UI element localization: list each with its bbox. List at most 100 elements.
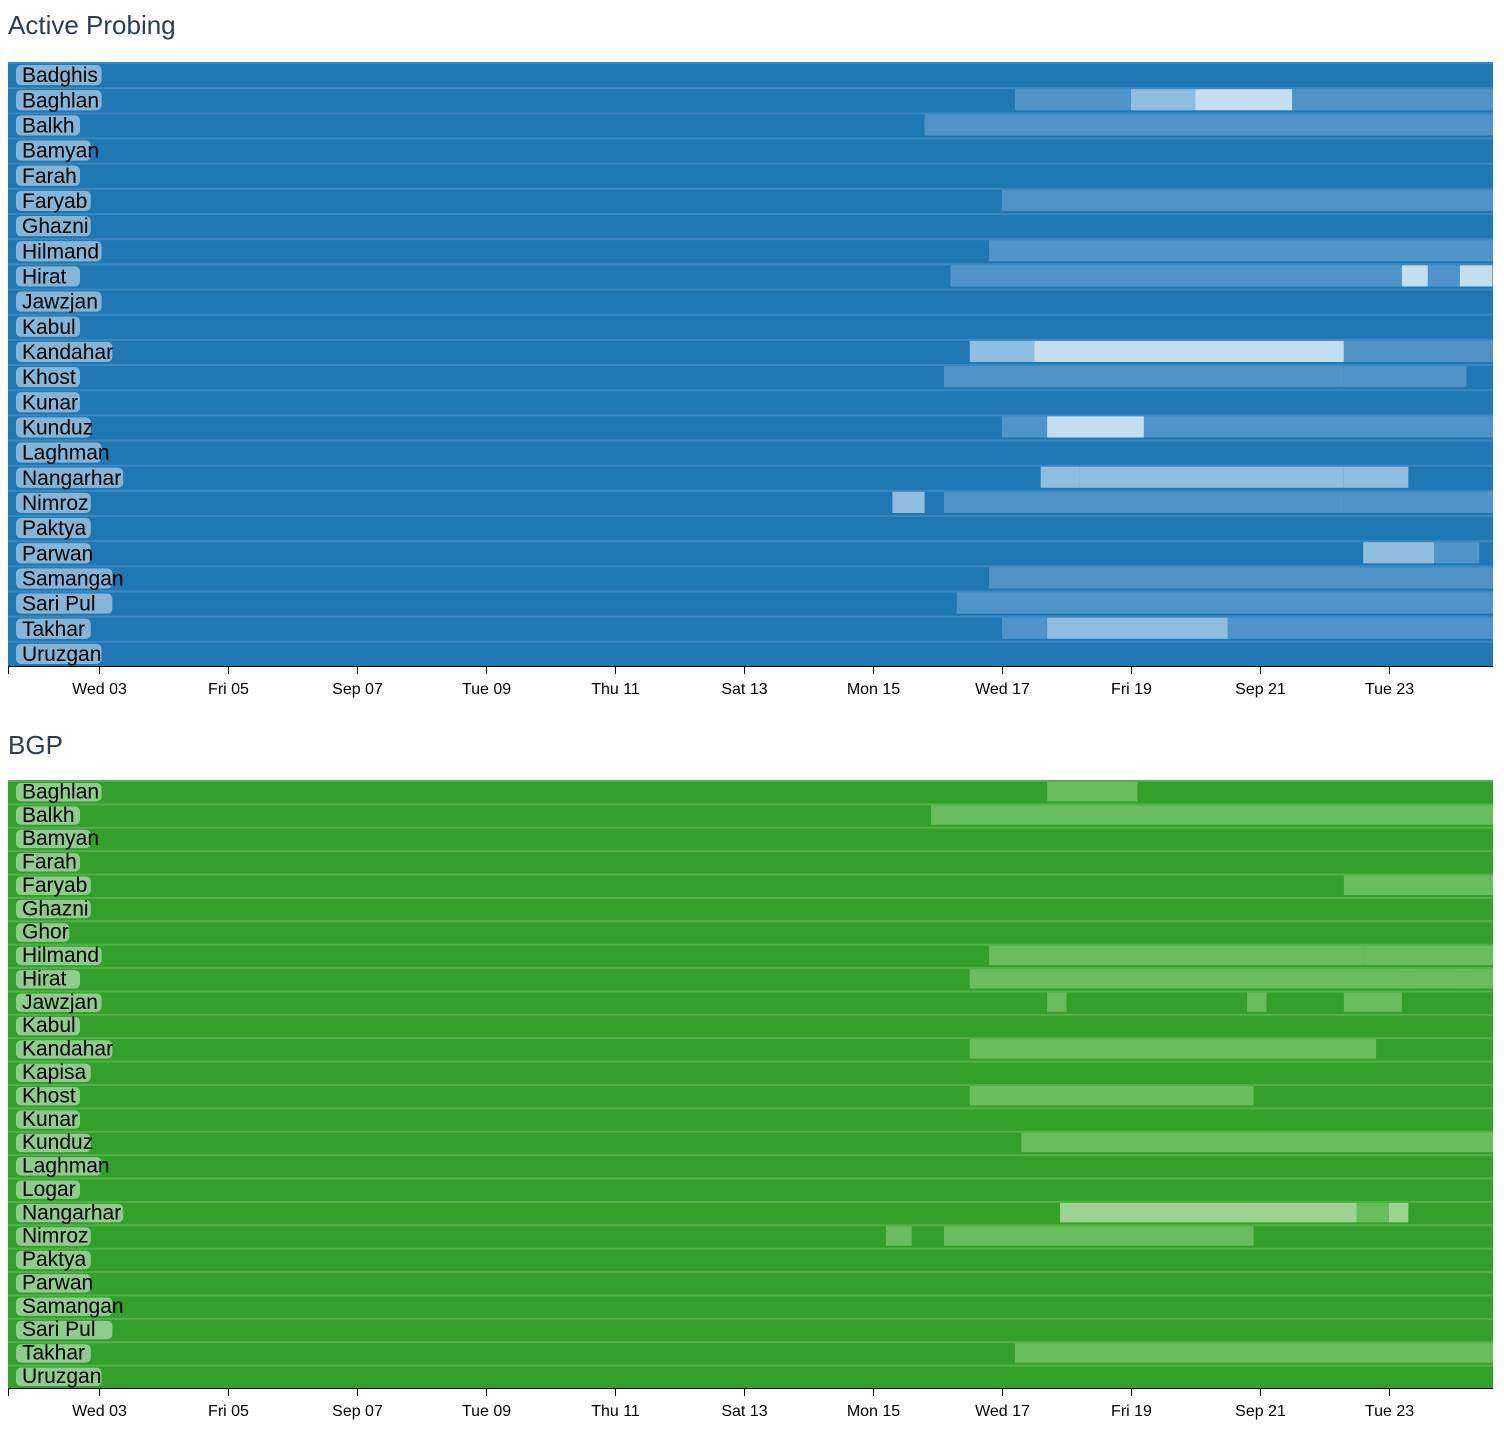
row-label: Baghlan [22, 780, 99, 803]
row-label: Baghlan [22, 89, 99, 112]
heatmap-row: Ghazni [8, 213, 1493, 238]
row-separator [8, 1317, 1493, 1320]
row-separator [8, 1177, 1493, 1180]
row-label-badge [16, 241, 102, 262]
row-separator [8, 489, 1493, 492]
row-label-badge [16, 543, 91, 564]
heatmap-row: Khost [8, 1084, 1493, 1107]
heatmap-cell [1060, 114, 1493, 136]
row-label: Kapisa [22, 1061, 87, 1084]
row-label: Kunduz [22, 417, 93, 440]
row-separator [8, 615, 1493, 618]
heatmap-row: Parwan [8, 540, 1493, 565]
row-label: Bamyan [22, 827, 99, 850]
heatmap-row: Hilmand [8, 238, 1493, 263]
heatmap-row: Kunar [8, 1107, 1493, 1131]
heatmap-row: Logar [8, 1177, 1493, 1201]
x-tick-label: Tue 09 [462, 681, 511, 698]
row-label-badge [16, 115, 80, 136]
row-label: Badghis [22, 64, 98, 87]
row-label: Sari Pul [22, 593, 96, 616]
row-label-badge [16, 518, 91, 539]
row-separator [8, 288, 1493, 291]
heatmap-row: Sari Pul [8, 590, 1493, 616]
heatmap-cell [1401, 265, 1428, 287]
row-separator [8, 540, 1493, 543]
x-tick-label: Sep 07 [332, 1403, 383, 1420]
heatmap-cell [1021, 1132, 1493, 1153]
heatmap-row: Sari Pul [8, 1317, 1493, 1341]
x-axis: Wed 03 Fri 05 Sep 07 Tue 09 Thu 11 Sat 13 Mon … [8, 666, 1493, 698]
heatmap-cell [989, 945, 1364, 966]
heatmap-cell [931, 805, 1493, 825]
heatmap-row: Kapisa [8, 1060, 1493, 1084]
row-separator [8, 464, 1493, 467]
heatmap-cell [1002, 416, 1048, 438]
heatmap-cell [989, 567, 1493, 589]
heatmap-row: Takhar [8, 615, 1493, 641]
row-separator [8, 1294, 1493, 1297]
heatmap-cell [1356, 1202, 1389, 1223]
row-separator [8, 967, 1493, 970]
row-separator [8, 1200, 1493, 1203]
heatmap-row: Balkh [8, 803, 1493, 827]
heatmap-row: Paktya [8, 515, 1493, 540]
row-separator [8, 414, 1493, 417]
heatmap-row: Faryab [8, 873, 1493, 897]
heatmap-cell [1343, 340, 1493, 362]
row-label: Jawzjan [22, 991, 98, 1014]
x-tick-label: Wed 17 [975, 681, 1030, 698]
heatmap-cell [1002, 617, 1048, 639]
row-separator [8, 1271, 1493, 1274]
x-tick-label: Mon 15 [847, 1403, 900, 1420]
heatmap-cell [1060, 1202, 1357, 1223]
heatmap-cell [943, 366, 1344, 388]
row-label-badge [16, 593, 113, 614]
row-label-badge [16, 417, 91, 438]
heatmap-row: Jawzjan [8, 288, 1493, 314]
heatmap-cell [1195, 89, 1293, 111]
row-label: Ghazni [22, 215, 89, 238]
row-separator [8, 338, 1493, 341]
row-label-badge [16, 140, 91, 161]
row-separator [8, 943, 1493, 946]
heatmap-row: Bamyan [8, 137, 1493, 163]
row-label-badge [16, 90, 102, 111]
heatmap-cell [969, 340, 1035, 362]
row-separator [8, 1364, 1493, 1367]
row-label-badge [16, 1180, 80, 1199]
row-label-badge [16, 853, 80, 872]
row-label: Ghazni [22, 897, 89, 920]
row-separator [8, 1154, 1493, 1157]
row-label-badge [16, 1063, 91, 1082]
x-tick-label: Thu 11 [591, 1403, 640, 1420]
heatmap-cell [1047, 416, 1144, 438]
heatmap-cell [956, 592, 1493, 614]
row-label-badge [16, 993, 102, 1012]
heatmap-cell [1079, 466, 1344, 488]
x-tick-label: Wed 17 [975, 1403, 1030, 1420]
row-label: Khost [22, 1084, 76, 1107]
heatmap-row: Kabul [8, 1013, 1493, 1037]
row-separator [8, 1130, 1493, 1133]
row-label: Hilmand [22, 944, 99, 967]
heatmap-row: Farah [8, 850, 1493, 874]
heatmap-cell [924, 114, 1061, 136]
heatmap-row: Kunduz [8, 414, 1493, 440]
row-label-badge [16, 266, 80, 287]
heatmap-row: Laghman [8, 439, 1493, 465]
row-separator [8, 162, 1493, 165]
row-separator [8, 515, 1493, 517]
heatmap-row: Baghlan [8, 87, 1493, 112]
heatmap-row: Samangan [8, 1294, 1493, 1318]
x-tick-label: Fri 19 [1111, 681, 1152, 698]
row-label-badge [16, 1203, 124, 1223]
heatmap-row: Kabul [8, 313, 1493, 339]
heatmap-cell [943, 491, 1344, 513]
row-label-badge [16, 316, 80, 337]
heatmap-row: Bamyan [8, 826, 1493, 850]
row-separator [8, 873, 1493, 876]
row-label-badge [16, 1320, 113, 1340]
heatmap-row: Jawzjan [8, 990, 1493, 1014]
row-label-badge [16, 216, 91, 237]
